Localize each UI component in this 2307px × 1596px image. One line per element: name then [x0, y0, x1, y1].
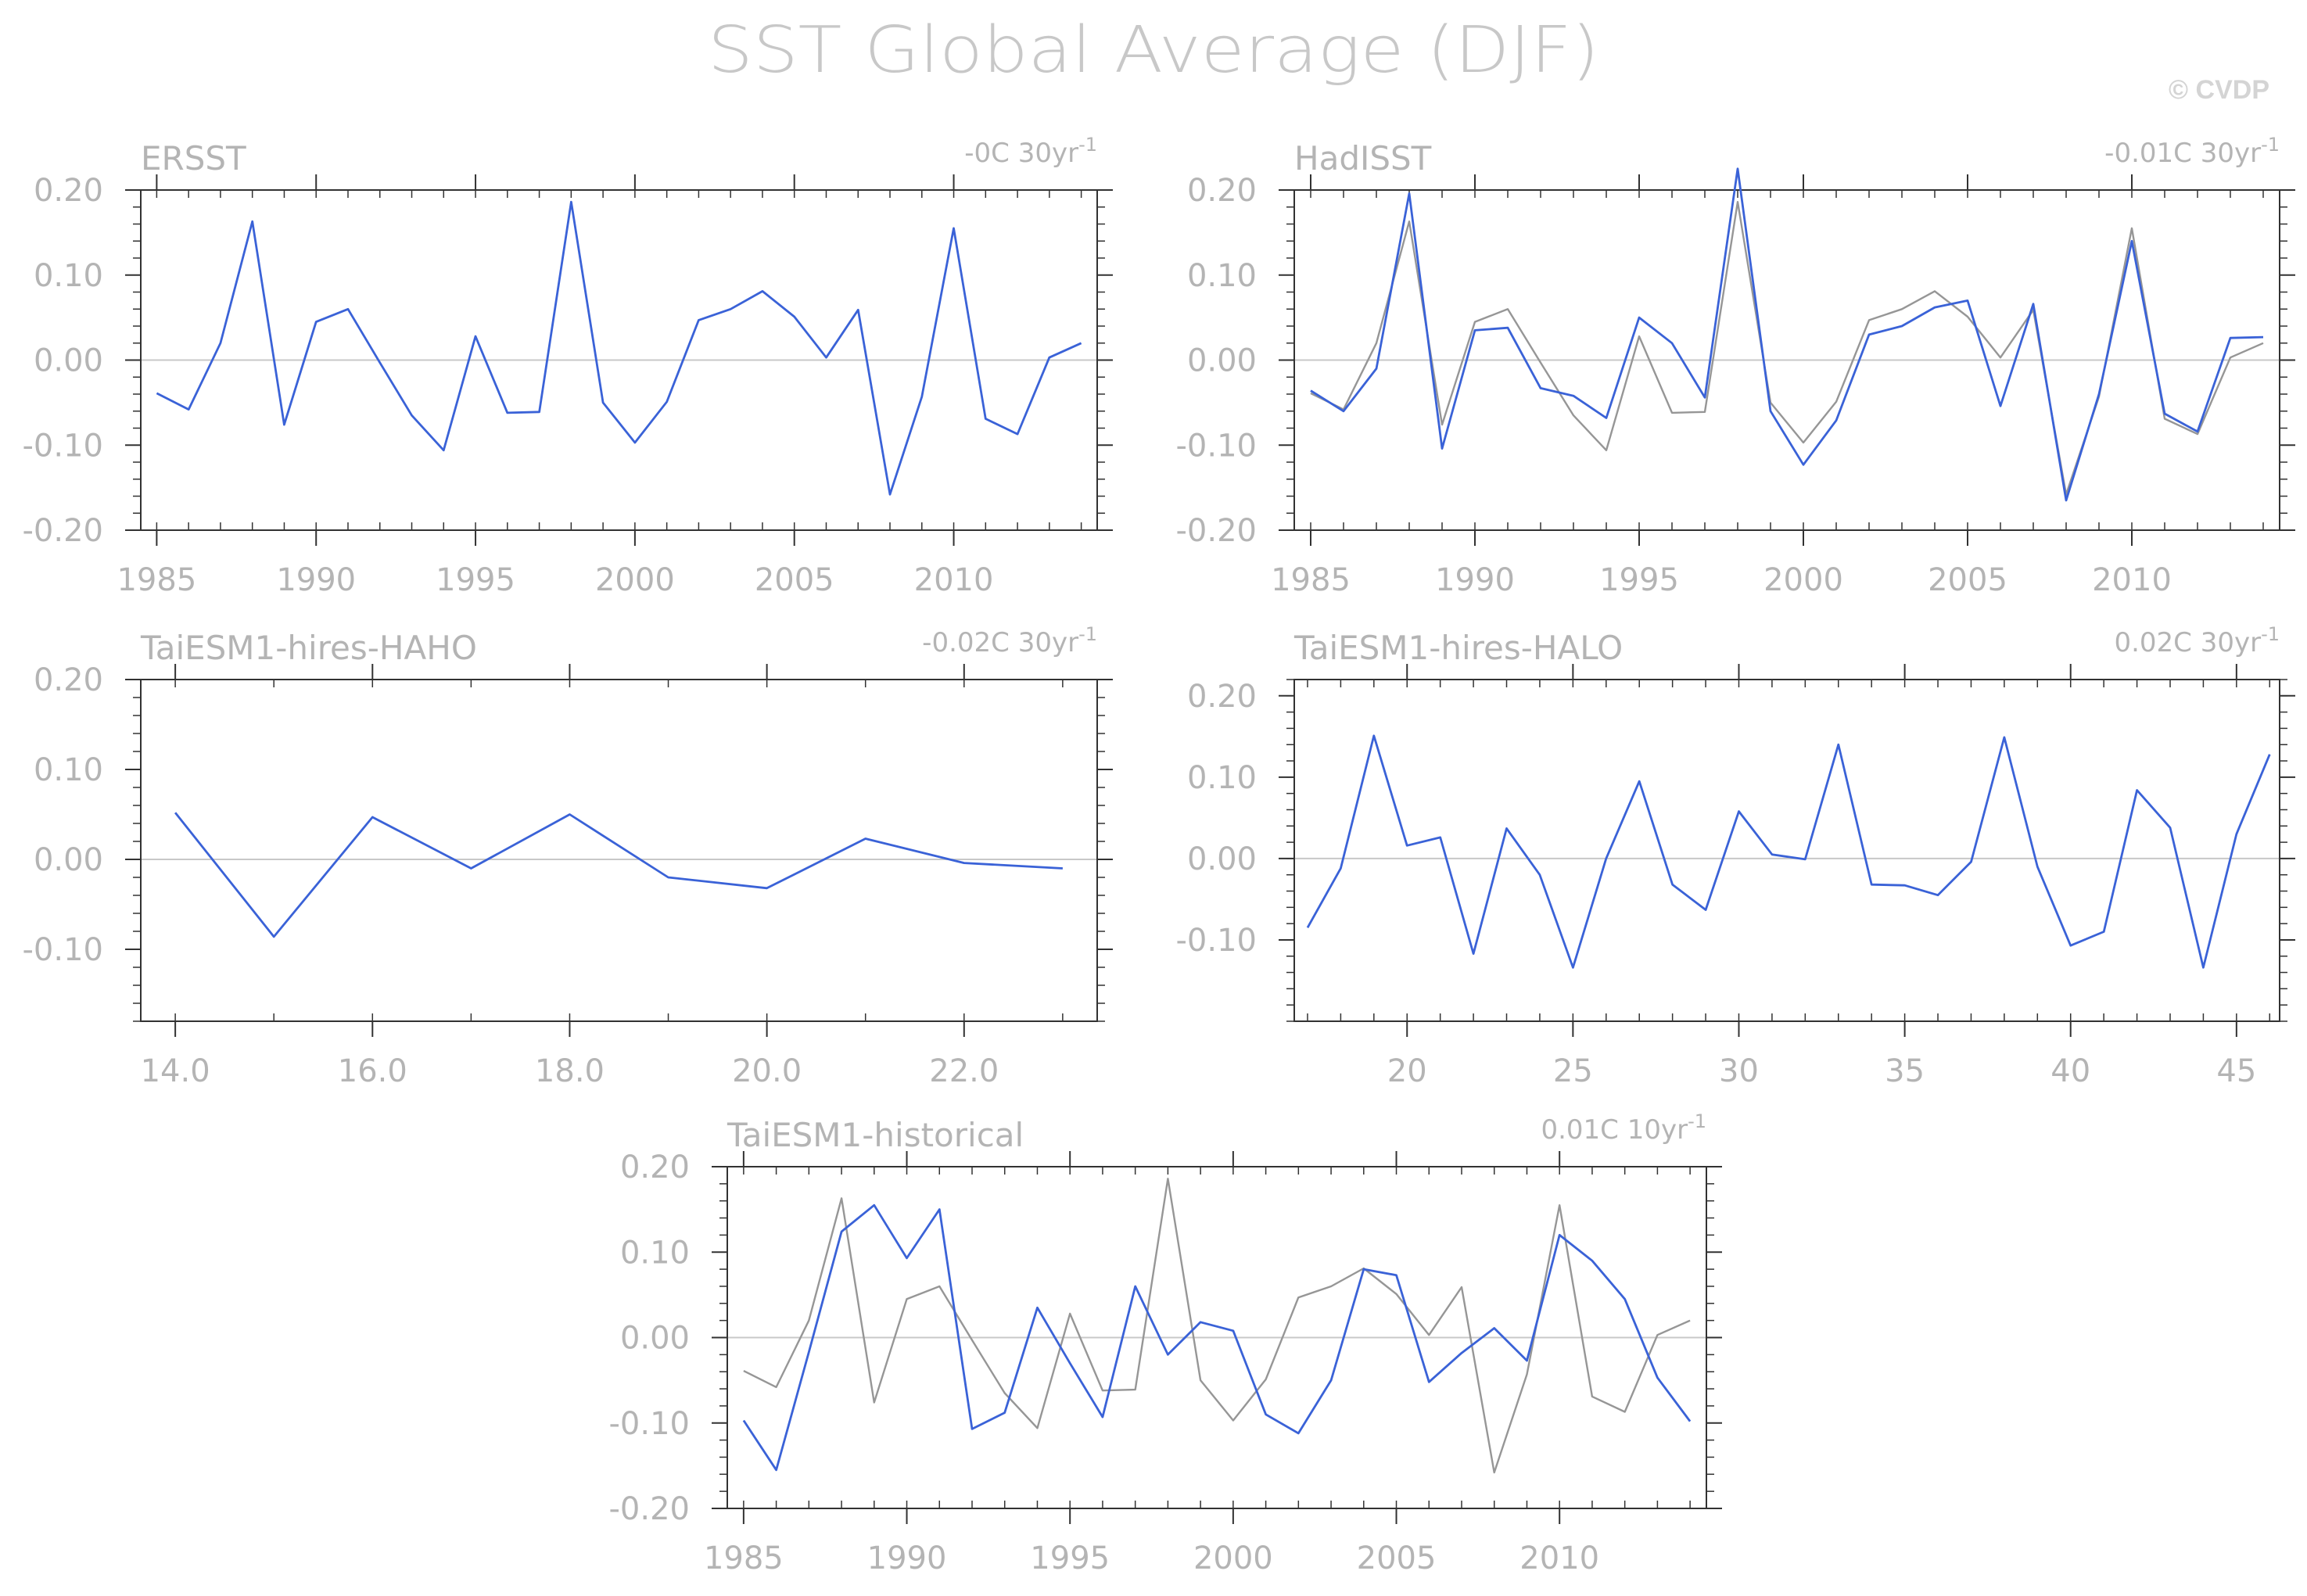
panel-3: TaiESM1-hires-HALO 0.02C 30yr-1 20 25 30 35 40…	[1176, 623, 2295, 1089]
x-tick-label: 2000	[1193, 1540, 1273, 1576]
x-tick-label: 20	[1387, 1053, 1427, 1089]
x-tick-label: 35	[1885, 1053, 1925, 1089]
y-tick-label: 0.10	[620, 1235, 690, 1271]
series-line-0	[743, 1178, 1691, 1474]
plot-frame	[140, 679, 1098, 1022]
trend-exponent: -1	[2261, 134, 2280, 156]
x-tick-label: 2010	[1519, 1540, 1599, 1576]
trend-text: -0.02C 30yr	[922, 627, 1078, 658]
x-tick-label: 20.0	[732, 1053, 802, 1089]
x-tick-label: 45	[2216, 1053, 2256, 1089]
x-tick-label: 1990	[867, 1540, 947, 1576]
trend-text: 0.02C 30yr	[2114, 627, 2261, 658]
y-tick-label: 0.00	[34, 842, 103, 878]
y-tick-label: 0.00	[620, 1321, 690, 1357]
trend-exponent: -1	[2261, 623, 2280, 645]
trend-exponent: -1	[1078, 623, 1097, 645]
trend-annotation: -0.02C 30yr-1	[922, 623, 1097, 658]
series-line-0	[1306, 734, 2271, 969]
y-tick-label: -0.10	[23, 932, 104, 968]
series-line-1	[1310, 167, 2264, 502]
trend-annotation: -0.01C 30yr-1	[2104, 134, 2280, 169]
trend-text: 0.01C 10yr	[1541, 1114, 1688, 1146]
x-tick-label: 40	[2050, 1053, 2090, 1089]
y-tick-label: -0.20	[609, 1491, 691, 1527]
y-tick-label: 0.00	[1187, 343, 1257, 379]
y-tick-label: 0.20	[34, 173, 103, 209]
x-tick-label: 2005	[1357, 1540, 1437, 1576]
y-tick-label: 0.20	[1187, 679, 1257, 715]
y-tick-label: -0.20	[1176, 513, 1258, 549]
y-tick-label: 0.00	[34, 343, 103, 379]
y-tick-label: 0.10	[1187, 760, 1257, 796]
trend-annotation: 0.02C 30yr-1	[2114, 623, 2280, 658]
panel-title: ERSST	[141, 139, 246, 178]
panel-0: ERSST -0C 30yr-1 1985 1990 1995 2000 2005 2010 -…	[23, 134, 1113, 598]
x-tick-label: 1990	[1435, 562, 1515, 598]
x-tick-label: 2000	[595, 562, 675, 598]
x-tick-label: 14.0	[141, 1053, 210, 1089]
y-tick-label: 0.10	[34, 752, 103, 788]
panel-title: TaiESM1-historical	[727, 1116, 1024, 1154]
y-tick-label: -0.10	[1176, 923, 1258, 959]
trend-text: -0C 30yr	[964, 138, 1078, 169]
y-tick-label: 0.20	[620, 1149, 690, 1185]
x-tick-label: 16.0	[338, 1053, 407, 1089]
x-tick-label: 2005	[1928, 562, 2007, 598]
x-tick-label: 25	[1553, 1053, 1593, 1089]
x-tick-label: 18.0	[535, 1053, 605, 1089]
x-tick-label: 1985	[117, 562, 196, 598]
y-tick-label: 0.20	[1187, 173, 1257, 209]
x-tick-label: 30	[1719, 1053, 1759, 1089]
y-tick-label: -0.10	[609, 1406, 691, 1442]
x-tick-label: 1995	[436, 562, 515, 598]
series-line-0	[1310, 201, 2264, 496]
y-tick-label: 0.20	[34, 662, 103, 698]
x-tick-label: 2000	[1763, 562, 1843, 598]
y-tick-label: 0.10	[1187, 258, 1257, 294]
x-tick-label: 2010	[914, 562, 994, 598]
series-line-0	[174, 812, 1063, 938]
x-tick-label: 1985	[704, 1540, 784, 1576]
x-tick-label: 2010	[2092, 562, 2172, 598]
y-tick-label: -0.10	[1176, 428, 1258, 464]
x-tick-label: 1985	[1271, 562, 1351, 598]
panel-title: TaiESM1-hires-HAHO	[140, 629, 477, 667]
x-tick-label: 2005	[755, 562, 834, 598]
panel-1: HadISST -0.01C 30yr-1 1985 1990 1995 2000 2005…	[1176, 134, 2295, 598]
trend-text: -0.01C 30yr	[2104, 138, 2261, 169]
series-line-0	[156, 200, 1082, 496]
panel-2: TaiESM1-hires-HAHO -0.02C 30yr-1 14.0 16.0 1…	[23, 623, 1113, 1089]
trend-exponent: -1	[1688, 1110, 1706, 1132]
x-tick-label: 1995	[1030, 1540, 1110, 1576]
y-tick-label: 0.10	[34, 258, 103, 294]
y-tick-label: -0.10	[23, 428, 104, 464]
trend-annotation: 0.01C 10yr-1	[1541, 1110, 1706, 1146]
watermark: © CVDP	[2169, 75, 2269, 105]
trend-annotation: -0C 30yr-1	[964, 134, 1097, 169]
panel-title: HadISST	[1294, 139, 1432, 178]
plot-frame	[1293, 679, 2280, 1022]
x-tick-label: 1990	[276, 562, 356, 598]
panel-title: TaiESM1-hires-HALO	[1293, 629, 1623, 667]
series-line-1	[742, 1203, 1692, 1472]
x-tick-label: 22.0	[929, 1053, 999, 1089]
panel-4: TaiESM1-historical 0.01C 10yr-1 1985 1990 19…	[609, 1110, 1722, 1576]
y-tick-label: -0.20	[23, 513, 104, 549]
figure-title: SST Global Average (DJF)	[708, 13, 1599, 88]
y-tick-label: 0.00	[1187, 841, 1257, 877]
trend-exponent: -1	[1078, 134, 1097, 156]
x-tick-label: 1995	[1599, 562, 1679, 598]
